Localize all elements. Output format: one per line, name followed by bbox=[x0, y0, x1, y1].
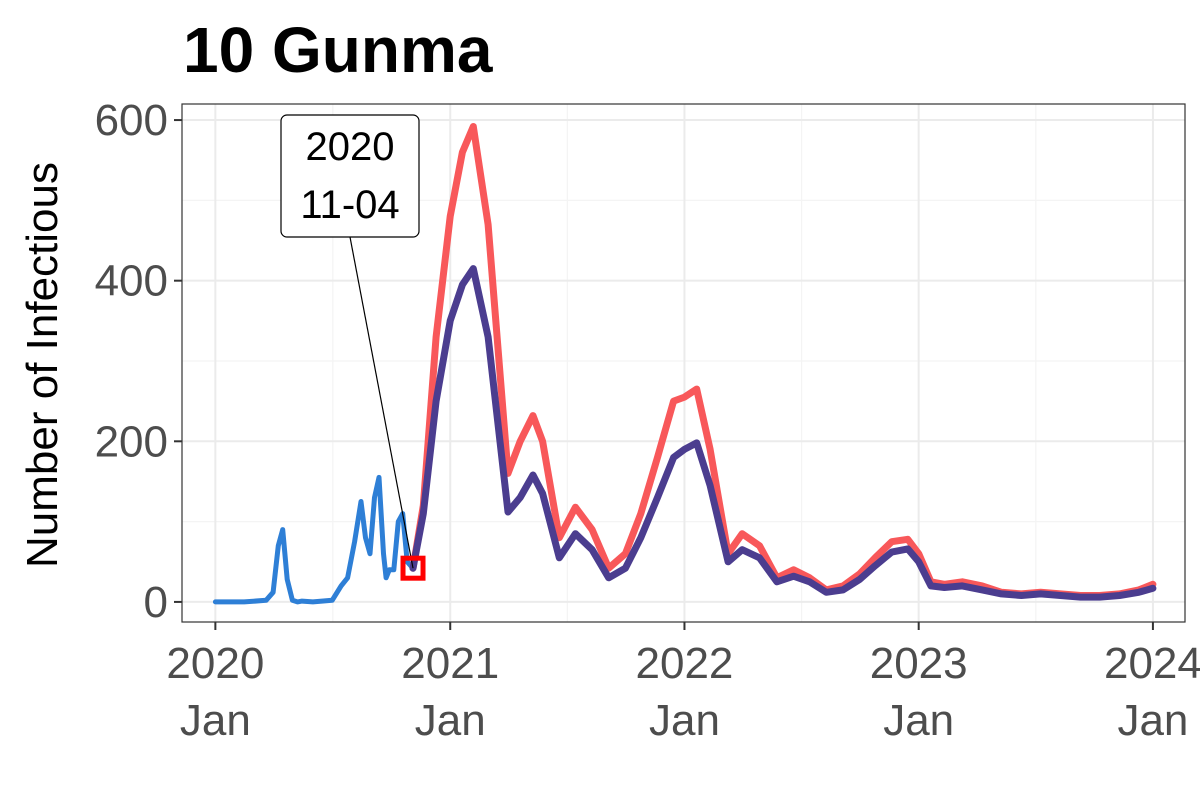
series-line-3 bbox=[409, 265, 1157, 601]
y-tick-label: 200 bbox=[95, 417, 168, 466]
x-tick-label-year: 2020 bbox=[166, 639, 264, 688]
series-group bbox=[212, 123, 1157, 605]
annotation: 2020 11-04 bbox=[280, 114, 426, 581]
y-tick-label: 0 bbox=[144, 578, 168, 627]
y-tick-label: 400 bbox=[95, 257, 168, 306]
annotation-year: 2020 bbox=[306, 125, 395, 169]
axes: 0 200 400 600 2020 Jan 2021 Jan 2022 Jan 2023 Jan 20… bbox=[95, 96, 1200, 745]
series-line-1 bbox=[212, 474, 416, 605]
x-tick-label-year: 2024 bbox=[1104, 639, 1200, 688]
x-tick-label-year: 2021 bbox=[401, 639, 499, 688]
annotation-date: 11-04 bbox=[300, 183, 399, 227]
x-tick-label-month: Jan bbox=[1117, 696, 1188, 745]
annotation-leader-line bbox=[349, 236, 414, 569]
x-tick-label-month: Jan bbox=[180, 696, 251, 745]
chart-title: 10 Gunma bbox=[183, 14, 493, 86]
annotation-marker bbox=[400, 555, 426, 581]
x-tick-label-month: Jan bbox=[883, 696, 954, 745]
y-axis-label: Number of Infectious bbox=[18, 162, 67, 568]
y-tick-label: 600 bbox=[95, 96, 168, 145]
x-tick-label-month: Jan bbox=[649, 696, 720, 745]
x-tick-label-year: 2023 bbox=[870, 639, 968, 688]
annotation-box bbox=[280, 114, 420, 238]
x-tick-label-year: 2022 bbox=[636, 639, 734, 688]
x-tick-label-month: Jan bbox=[415, 696, 486, 745]
